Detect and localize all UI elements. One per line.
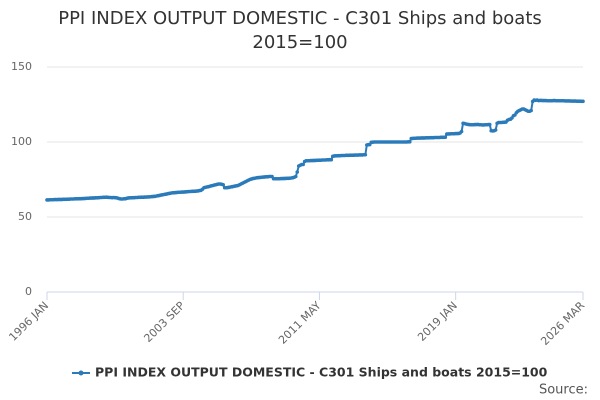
legend-label: PPI INDEX OUTPUT DOMESTIC - C301 Ships a… [95, 365, 548, 380]
series-line [47, 98, 583, 201]
x-tick-label: 2003 SEP [141, 299, 187, 345]
data-point [293, 174, 298, 179]
data-point [443, 135, 448, 139]
data-point [493, 128, 498, 132]
legend-symbol [78, 370, 84, 376]
x-tick-label: 2019 JAN [415, 299, 460, 344]
source: Source: [539, 383, 588, 398]
y-tick-label: 150 [11, 60, 32, 73]
data-point [487, 122, 492, 127]
data-point [295, 170, 300, 174]
y-tick-label: 50 [18, 210, 32, 223]
data-point [459, 129, 464, 134]
y-tick-label: 100 [11, 135, 32, 148]
data-point [221, 182, 225, 187]
x-tick-label: 1996 JAN [6, 299, 51, 344]
x-tick-label: 2026 MAR [538, 299, 587, 348]
x-tick-label: 2011 MAY [276, 299, 324, 347]
data-point [529, 108, 533, 113]
chart-title: PPI INDEX OUTPUT DOMESTIC - C301 Ships a… [58, 8, 542, 29]
data-point [363, 152, 368, 157]
data-point [301, 162, 305, 167]
data-point [407, 140, 412, 144]
data-point [581, 99, 585, 104]
y-tick-label: 0 [25, 285, 32, 298]
chart-title: 2015=100 [252, 32, 347, 53]
data-point [329, 157, 334, 162]
